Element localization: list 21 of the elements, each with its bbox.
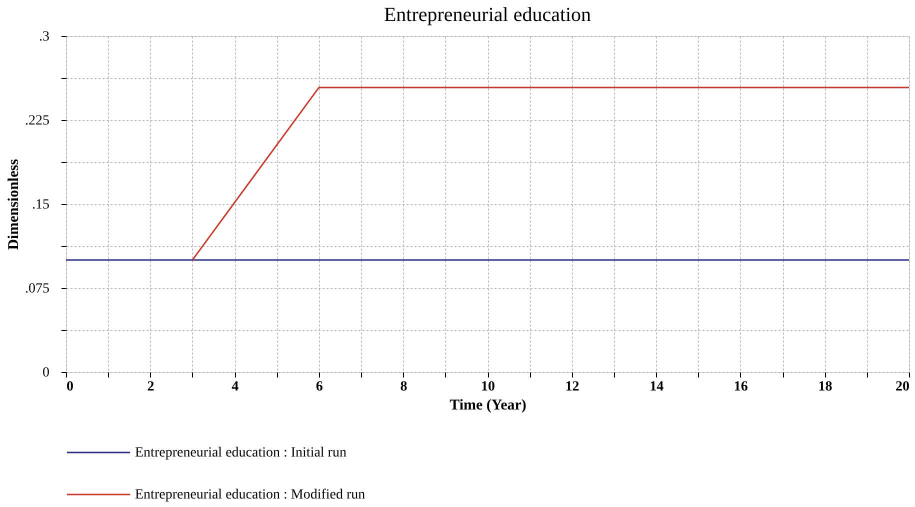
y-tick-label: .15 (32, 198, 50, 212)
x-tick-label: 10 (481, 380, 495, 394)
x-tick-label: 16 (734, 380, 748, 394)
y-axis-title: Dimensionless (6, 158, 22, 250)
y-tick-label: .3 (39, 30, 50, 44)
chart-title: Entrepreneurial education (384, 4, 592, 26)
x-tick-label: 20 (896, 380, 910, 394)
x-tick-label: 6 (316, 380, 323, 394)
legend-label: Entrepreneurial education : Initial run (135, 446, 346, 460)
x-tick-label: 0 (66, 380, 74, 394)
x-tick-label: 18 (818, 380, 832, 394)
y-tick-label: .225 (25, 114, 50, 128)
y-tick-label: 0 (42, 366, 50, 380)
y-tick-label: .075 (25, 282, 50, 296)
x-tick-label: 12 (565, 380, 580, 394)
x-tick-label: 8 (400, 380, 408, 394)
x-tick-label: 14 (650, 380, 664, 394)
x-axis-title: Time (Year) (450, 398, 526, 414)
legend-label: Entrepreneurial education : Modified run (135, 488, 366, 502)
x-tick-label: 2 (147, 380, 154, 394)
x-tick-label: 4 (232, 380, 239, 394)
